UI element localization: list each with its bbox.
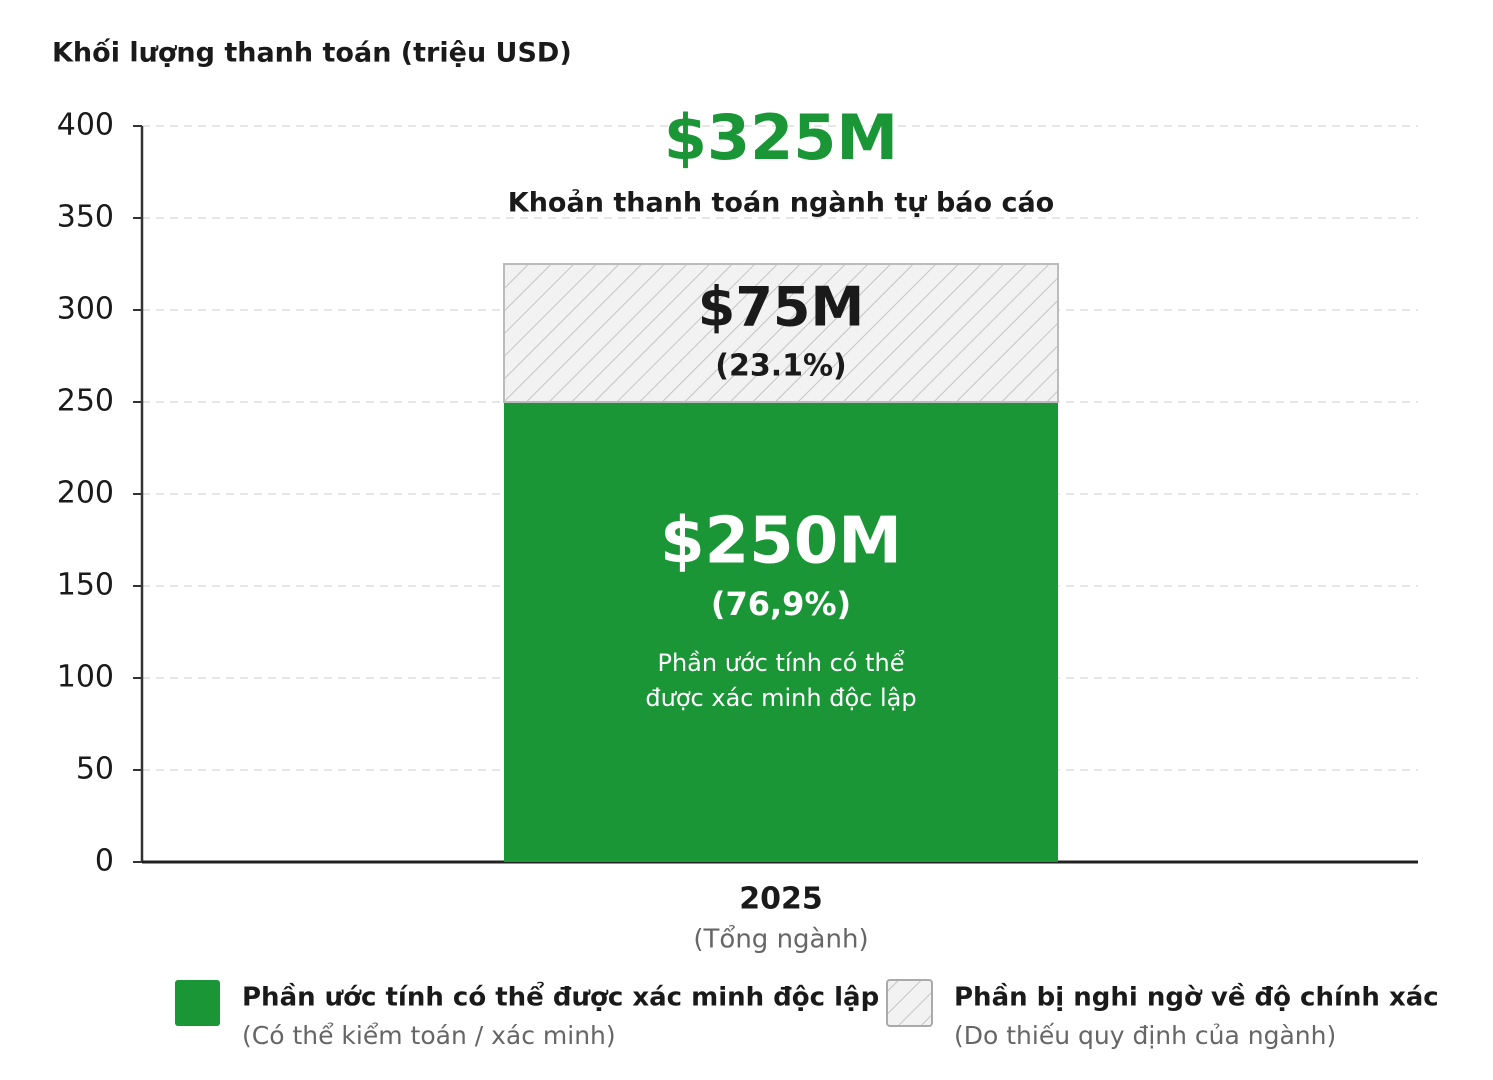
y-tick-label: 250 [57, 384, 114, 419]
y-tick-label: 50 [76, 752, 114, 787]
annotation: Phần ước tính có thể [658, 649, 905, 677]
bar-segment [503, 263, 1059, 403]
legend-label: Phần bị nghi ngờ về độ chính xác [954, 982, 1439, 1013]
legend-description: (Do thiếu quy định của ngành) [954, 1021, 1336, 1050]
y-tick-label: 400 [57, 108, 114, 143]
legend-label: Phần ước tính có thể được xác minh độc l… [242, 980, 879, 1013]
y-axis-title: Khối lượng thanh toán (triệu USD) [52, 38, 572, 69]
legend-swatch [886, 979, 933, 1027]
total-caption: Khoản thanh toán ngành tự báo cáo [508, 188, 1054, 219]
y-tick-label: 300 [57, 292, 114, 327]
y-tick-label: 0 [95, 844, 114, 879]
legend-swatch [175, 980, 220, 1026]
value-label: $250M [660, 505, 902, 579]
y-tick-label: 100 [57, 660, 114, 695]
annotation: được xác minh độc lập [645, 684, 916, 712]
x-tick-sublabel: (Tổng ngành) [693, 924, 868, 955]
legend-description: (Có thể kiểm toán / xác minh) [242, 1021, 616, 1050]
y-tick-label: 150 [57, 568, 114, 603]
total-label: $325M [664, 101, 898, 174]
bar-segment [504, 402, 1058, 862]
y-tick-label: 350 [57, 200, 114, 235]
x-tick-label: 2025 [739, 882, 823, 917]
y-tick-label: 200 [57, 476, 114, 511]
percent-label: (23.1%) [715, 349, 847, 384]
percent-label: (76,9%) [711, 585, 851, 623]
value-label: $75M [698, 276, 864, 339]
